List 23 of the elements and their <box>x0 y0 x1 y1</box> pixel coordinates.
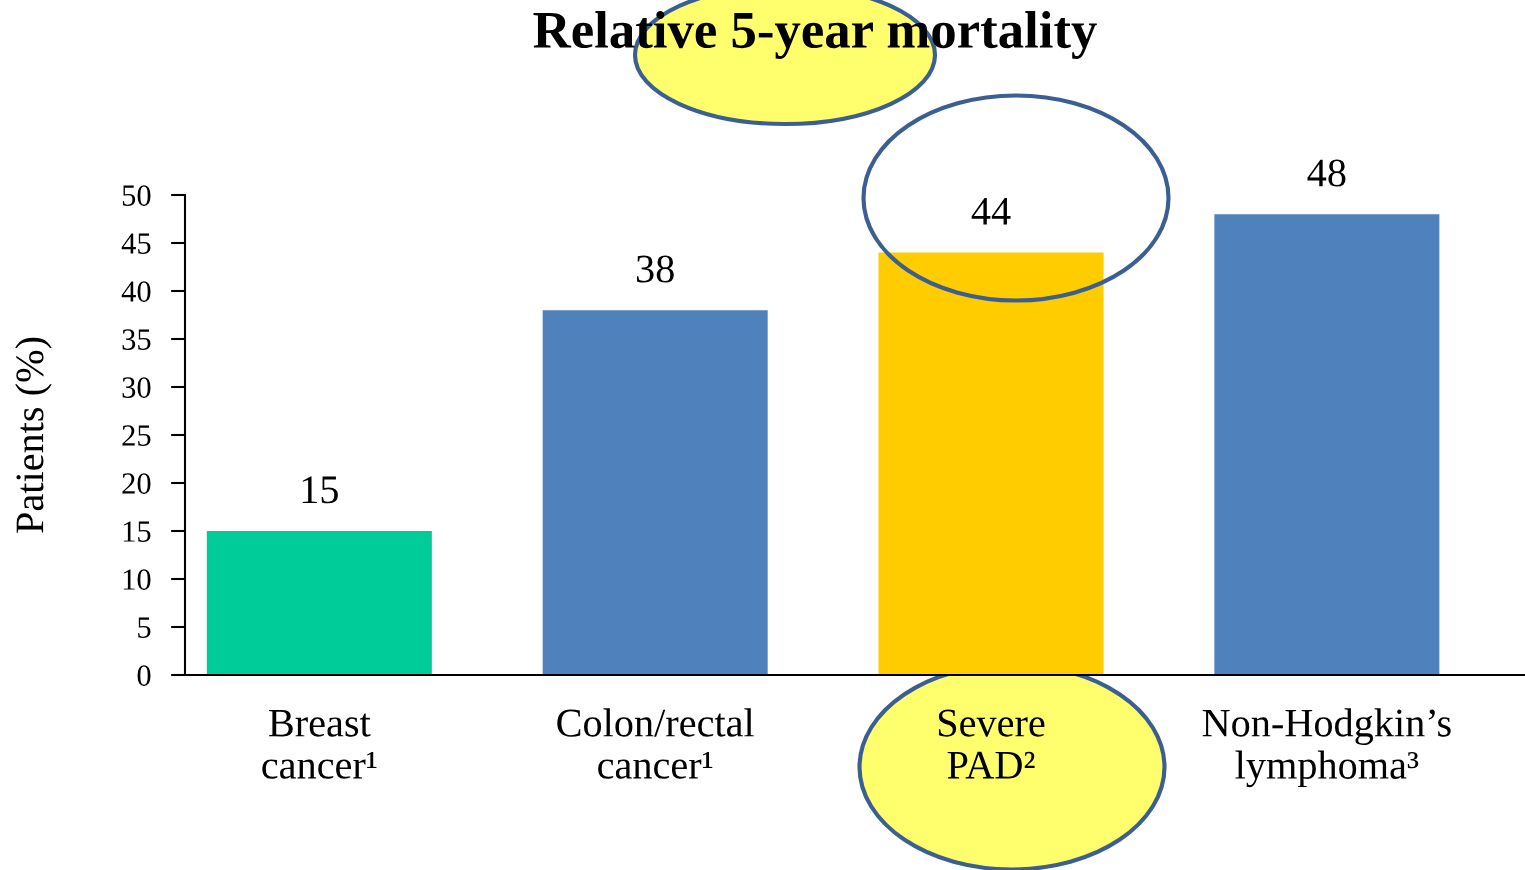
x-tick-label: Colon/rectal cancer¹ <box>557 708 754 779</box>
bar <box>206 531 432 675</box>
y-tick-label: 25 <box>122 425 151 446</box>
data-label: 38 <box>636 255 674 283</box>
y-tick-label: 20 <box>122 473 151 494</box>
y-tick-label: 10 <box>123 569 151 590</box>
bar <box>1214 214 1440 675</box>
y-tick-label: 15 <box>123 521 151 542</box>
bar <box>542 310 768 675</box>
x-tick-label: Non-Hodgkin’s lymphoma³ <box>1202 708 1451 788</box>
y-tick-label: 0 <box>137 665 151 686</box>
y-tick-label: 30 <box>122 377 151 398</box>
data-label: 44 <box>971 198 1011 225</box>
y-tick-label: 5 <box>138 617 151 638</box>
y-tick-label: 50 <box>122 185 151 206</box>
data-label: 48 <box>1307 159 1346 187</box>
x-tick-label: Breast cancer¹ <box>262 709 377 779</box>
y-tick-label: 35 <box>122 329 151 350</box>
y-axis-title: Patients (%) <box>15 337 52 533</box>
y-tick-label: 40 <box>121 281 151 302</box>
x-tick-label: Severe PAD² <box>938 709 1045 779</box>
y-tick-label: 45 <box>121 233 151 254</box>
data-label: 15 <box>302 476 338 504</box>
